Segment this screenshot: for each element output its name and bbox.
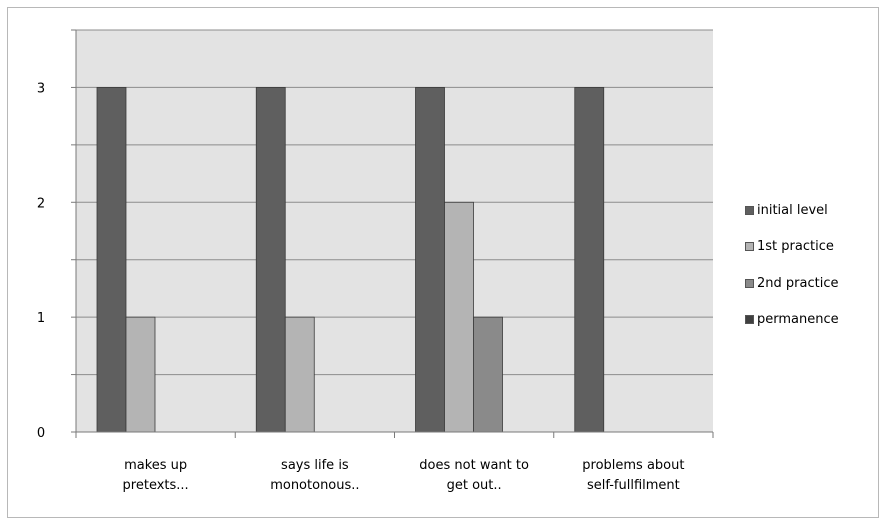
bar-initial-level-2 <box>415 87 445 433</box>
legend-label: 1st practice <box>757 239 834 255</box>
legend-swatch <box>745 278 754 288</box>
x-tick-label: does not want to get out.. <box>419 458 529 493</box>
legend-swatch <box>745 315 754 325</box>
bar-1st-practice-2 <box>444 201 474 433</box>
y-tick-label: 3 <box>37 81 45 96</box>
x-tick-label: problems about self-fullfilment <box>582 458 684 493</box>
bar-initial-level-0 <box>96 87 127 433</box>
bar-initial-level-1 <box>255 87 286 433</box>
legend-label: 2nd practice <box>757 275 839 291</box>
y-tick-label: 0 <box>37 426 45 441</box>
legend-label: initial level <box>757 202 828 218</box>
y-tick-labels: 0 1 2 3 <box>37 81 45 441</box>
legend-swatch <box>745 205 754 215</box>
y-tick-label: 1 <box>37 311 45 326</box>
legend-item: 1st practice <box>745 236 880 259</box>
x-tick-label: makes up pretexts... <box>123 458 189 493</box>
legend-item: initial level <box>745 199 880 222</box>
bar-1st-practice-1 <box>284 316 315 433</box>
x-tick-labels: makes up pretexts... says life is monotonou… <box>123 458 685 493</box>
bar-2nd-practice-2 <box>473 316 503 433</box>
x-tick-label: says life is monotonous.. <box>270 458 359 493</box>
legend-swatch <box>745 242 754 252</box>
plot-area <box>76 30 713 432</box>
x-ticks <box>75 432 714 438</box>
gridlines <box>76 29 713 376</box>
legend-item: 2nd practice <box>745 272 880 295</box>
y-ticks <box>71 29 76 433</box>
legend: initial level 1st practice 2nd practice per… <box>745 199 880 345</box>
y-tick-label: 2 <box>37 196 45 211</box>
legend-label: permanence <box>757 312 839 328</box>
legend-item: permanence <box>745 309 880 332</box>
bar-1st-practice-0 <box>125 316 156 433</box>
bar-initial-level-3 <box>574 87 605 433</box>
